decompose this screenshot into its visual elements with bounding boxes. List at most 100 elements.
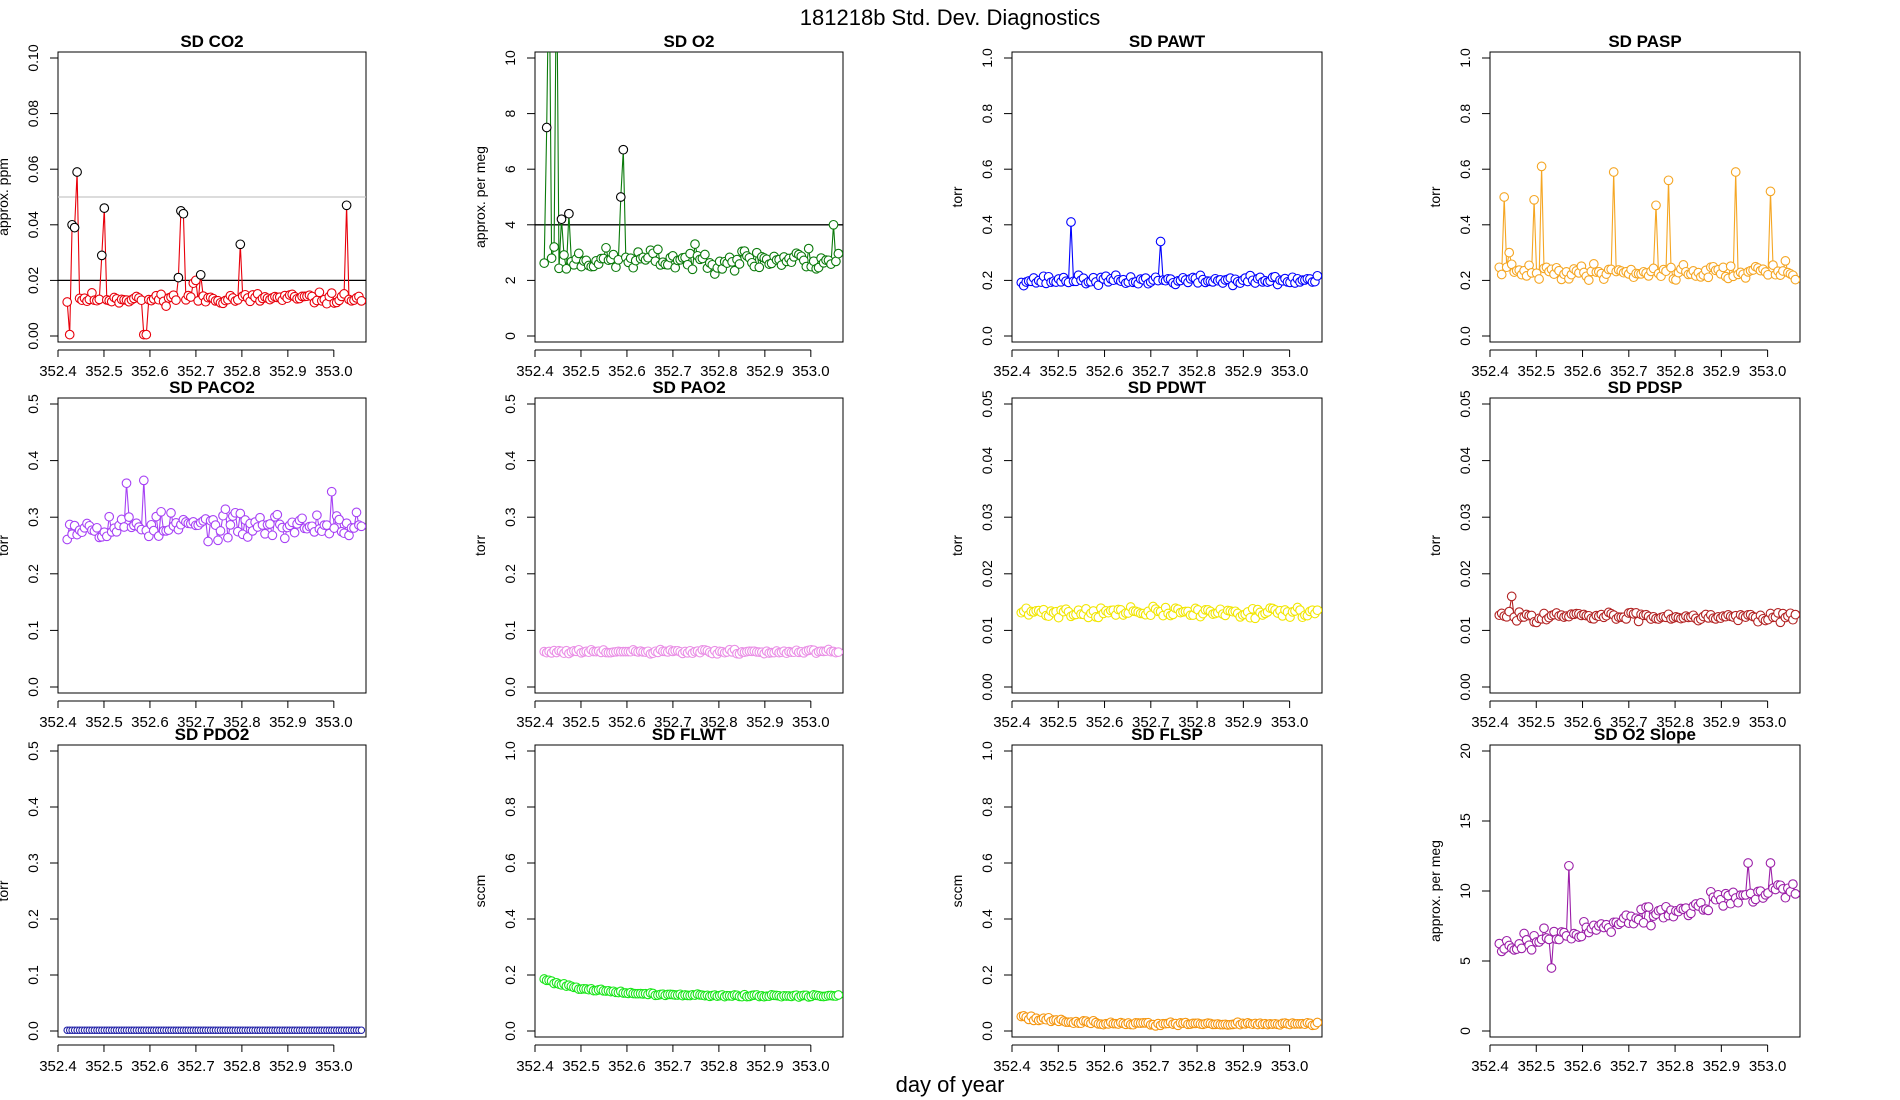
- y-tick-label: 0.4: [979, 909, 995, 929]
- chart-panel: SD PAO2 torr 0.0 0.1 0.2 0.3 0.4 0.5 352.4 352.5 3…: [472, 378, 844, 731]
- data-point: [1765, 858, 1776, 868]
- x-tick-label: 352.4: [993, 714, 1031, 731]
- y-tick-label: 0.2: [979, 270, 995, 290]
- data-point: [615, 192, 626, 202]
- y-tick-label: 0.05: [979, 390, 995, 417]
- data-point: [541, 122, 552, 133]
- data-point: [326, 486, 337, 497]
- data-area: [535, 52, 843, 279]
- chart-panel: SD FLSP sccm 0.0 0.2 0.4 0.6 0.8 1.0 352.4 352.5 3…: [949, 725, 1323, 1075]
- x-tick-label: 352.7: [177, 363, 215, 380]
- y-axis-label: sccm: [472, 875, 488, 908]
- x-tick-label: 353.0: [315, 714, 353, 731]
- figure-title: 181218b Std. Dev. Diagnostics: [800, 5, 1100, 30]
- x-tick-label: 352.6: [608, 714, 646, 731]
- plot-frame: [1489, 51, 1801, 343]
- x-tick-label: 352.4: [993, 1058, 1031, 1075]
- plot-frame: [57, 744, 367, 1038]
- data-point: [297, 513, 307, 524]
- data-point: [1790, 889, 1800, 899]
- data-point: [1606, 927, 1617, 937]
- x-tick-label: 352.4: [516, 714, 554, 731]
- x-tick-label: 352.5: [562, 363, 600, 380]
- data-point: [72, 167, 82, 177]
- y-tick-label: 1.0: [979, 741, 995, 761]
- x-tick-label: 352.7: [177, 714, 215, 731]
- data-point: [312, 510, 322, 521]
- plot-frame: [534, 397, 844, 694]
- data-point: [356, 296, 366, 306]
- y-axis-label: torr: [472, 535, 488, 556]
- x-tick-label: 352.5: [85, 714, 123, 731]
- data-point: [203, 536, 213, 547]
- x-tick-label: 352.9: [1703, 363, 1741, 380]
- chart-panel: SD FLWT sccm 0.0 0.2 0.4 0.6 0.8 1.0 352.4 352.5 3…: [472, 725, 844, 1075]
- data-point: [833, 248, 843, 259]
- chart-panel: SD PDO2 torr 0.0 0.1 0.2 0.3 0.4 0.5 352.4 352.5 3…: [0, 725, 367, 1075]
- data-area: [1016, 1011, 1322, 1031]
- plot-frame: [57, 397, 367, 694]
- y-tick-label: 20: [1457, 743, 1473, 759]
- data-point: [267, 530, 278, 541]
- data-point: [1534, 274, 1544, 284]
- y-tick-label: 8: [502, 109, 518, 117]
- y-tick-label: 0.04: [25, 211, 41, 238]
- data-point: [690, 239, 700, 249]
- data-area: [539, 974, 843, 1002]
- x-tick-label: 352.6: [131, 1058, 169, 1075]
- x-tick-label: 352.7: [654, 714, 692, 731]
- panel-title: SD PDO2: [175, 725, 250, 744]
- y-tick-label: 0.10: [25, 44, 41, 71]
- x-tick-label: 352.7: [1610, 714, 1648, 731]
- data-point: [171, 295, 181, 305]
- data-point: [1730, 167, 1741, 177]
- panel-title: SD FLSP: [1131, 725, 1203, 744]
- x-tick-label: 352.9: [1225, 714, 1263, 731]
- data-point: [69, 222, 80, 233]
- data-point: [833, 990, 843, 1000]
- x-tick-label: 352.9: [269, 1058, 307, 1075]
- panel-title: SD PACO2: [169, 378, 255, 397]
- x-tick-label: 352.4: [39, 363, 77, 380]
- data-point: [549, 242, 559, 252]
- x-tick-label: 352.6: [608, 1058, 646, 1075]
- data-point: [1703, 272, 1714, 283]
- y-tick-label: 0.0: [25, 1021, 41, 1041]
- y-tick-label: 5: [1457, 957, 1473, 965]
- data-point: [1666, 262, 1676, 273]
- data-point: [166, 508, 176, 518]
- y-tick-label: 0.01: [1457, 617, 1473, 644]
- plot-frame: [1011, 744, 1323, 1038]
- y-tick-label: 0.02: [25, 267, 41, 294]
- data-point: [225, 520, 236, 530]
- x-tick-label: 353.0: [1271, 1058, 1309, 1075]
- x-tick-label: 352.8: [1178, 1058, 1216, 1075]
- y-tick-label: 0.2: [25, 909, 41, 929]
- x-tick-label: 352.4: [516, 363, 554, 380]
- x-tick-label: 352.9: [1703, 714, 1741, 731]
- data-point: [803, 243, 814, 254]
- x-tick-label: 353.0: [315, 1058, 353, 1075]
- data-area: [63, 1026, 366, 1034]
- x-tick-label: 352.6: [131, 363, 169, 380]
- y-tick-label: 0.5: [25, 741, 41, 761]
- x-tick-label: 352.4: [993, 363, 1031, 380]
- x-tick-label: 353.0: [1271, 714, 1309, 731]
- y-tick-label: 0.02: [1457, 560, 1473, 587]
- y-tick-label: 0.2: [502, 965, 518, 985]
- data-point: [1646, 920, 1656, 931]
- y-tick-label: 0.03: [1457, 503, 1473, 530]
- x-tick-label: 352.7: [1610, 363, 1648, 380]
- data-area: [1494, 161, 1800, 285]
- y-tick-label: 0: [1457, 1027, 1473, 1035]
- data-point: [62, 297, 73, 307]
- data-point: [1651, 200, 1661, 211]
- x-tick-label: 352.6: [1564, 1058, 1602, 1075]
- y-tick-label: 0.0: [1457, 326, 1473, 346]
- data-point: [1312, 270, 1322, 281]
- data-point: [173, 272, 184, 283]
- data-point: [564, 208, 574, 219]
- y-tick-label: 0.01: [979, 617, 995, 644]
